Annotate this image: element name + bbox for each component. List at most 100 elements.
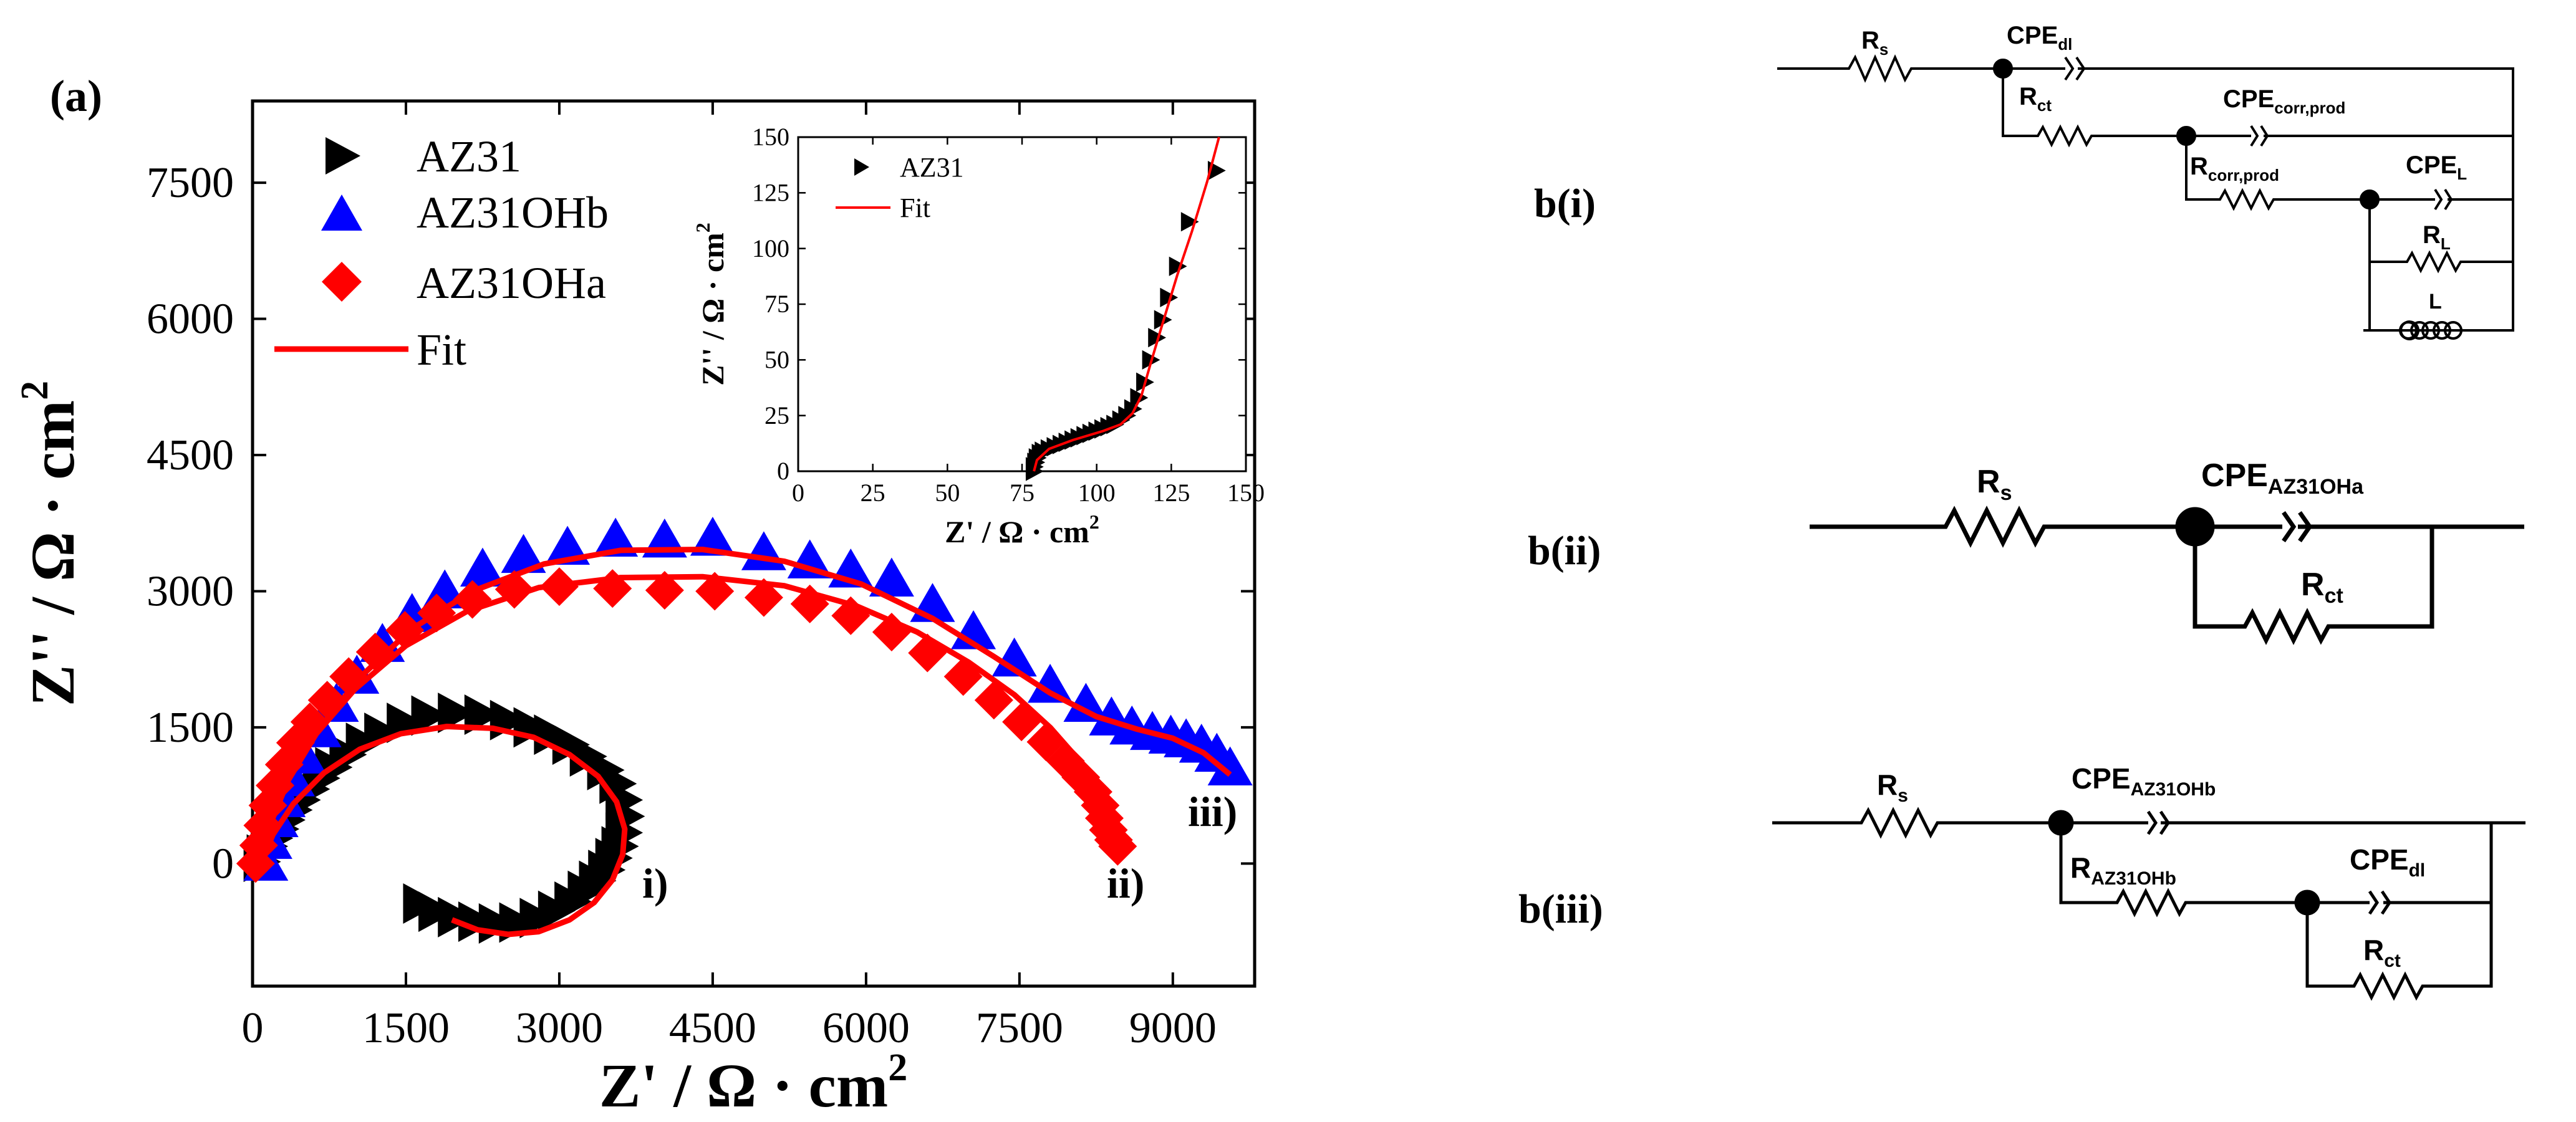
circuit-b-iii: b(iii) — [1518, 807, 2525, 1001]
data-point-az31ohb — [991, 637, 1037, 677]
node-b1-3 — [2360, 189, 2380, 209]
circuit-b-i-labels: Rs CPEdl Rct CPEcorr,prod Rcorr,prod CPE… — [1861, 22, 2467, 314]
resistor-rct-b1 — [2002, 69, 2186, 148]
legend-marker-az31oha — [322, 262, 362, 302]
x-tick-label: 75 — [1010, 479, 1035, 507]
y-tick-label: 0 — [777, 457, 789, 485]
label-l-b1: L — [2429, 290, 2442, 314]
series-line-3 — [258, 724, 628, 937]
y-tick-label: 50 — [765, 346, 789, 374]
cpe-corr-symbol-b1 — [2250, 125, 2269, 147]
legend-label-az31oha: AZ31OHa — [417, 258, 606, 308]
x-tick-label: 25 — [861, 479, 885, 507]
label-rct-b1: Rct — [2019, 83, 2052, 115]
wire-l-branch-b1 — [2368, 199, 2401, 332]
data-point-az31 — [1160, 287, 1179, 307]
node-b1-1 — [1993, 59, 2013, 79]
x-tick-label: 1500 — [362, 1004, 450, 1052]
node-b3-2 — [2294, 889, 2320, 916]
y-tick-label: 1500 — [147, 704, 234, 752]
x-tick-label: 4500 — [669, 1004, 756, 1052]
label-cpe-b2: CPEAZ31OHa — [2201, 458, 2364, 499]
y-tick-label: 75 — [765, 290, 789, 318]
main-ylabel: Z'' / Ω · cm2 — [14, 381, 87, 706]
x-tick-label: 9000 — [1129, 1004, 1217, 1052]
data-point-az31ohb — [1207, 746, 1253, 785]
y-tick-label: 4500 — [147, 431, 234, 479]
inset-legend-label-fit: Fit — [900, 193, 930, 223]
data-point-az31 — [458, 901, 496, 942]
node-b3-1 — [2048, 810, 2074, 836]
label-rct-b3: Rct — [2363, 934, 2401, 971]
series-label-i: i) — [642, 860, 668, 907]
circuit-b-iii-label: b(iii) — [1518, 886, 1603, 932]
main-legend: AZ31 AZ31OHb AZ31OHa Fit — [274, 132, 609, 375]
inset-ylabel: Z'' / Ω · cm2 — [692, 223, 730, 386]
resistor-rs-b2 — [1810, 506, 2195, 548]
circuit-b-i: b(i) — [1534, 54, 2514, 341]
y-tick-label: 0 — [212, 840, 234, 888]
resistor-rs-b3 — [1772, 807, 2061, 839]
data-point-az31ohb — [869, 557, 914, 597]
data-point-az31 — [1180, 212, 1199, 232]
main-axis-ticks: 0 1500 3000 4500 6000 7500 9000015003000450060… — [147, 101, 1255, 1052]
data-point-az31ohb — [787, 539, 832, 578]
x-tick-label: 3000 — [516, 1004, 603, 1052]
circuit-b-iii-labels: Rs CPEAZ31OHb RAZ31OHb CPEdl Rct — [1877, 762, 2425, 971]
inset-axis-ticks: 0 25 50 75 100 125 150 0 25 50 75 100 125 150 — [752, 123, 1265, 507]
series-line-5 — [259, 547, 1232, 865]
x-tick-label: 0 — [792, 479, 804, 507]
data-point-az31ohb — [1063, 683, 1109, 722]
data-point-az31oha — [1098, 827, 1137, 866]
label-rcorr-b1: Rcorr,prod — [2190, 153, 2279, 185]
circuit-b-ii: b(ii) — [1528, 506, 2524, 645]
label-rs-b1: Rs — [1861, 27, 1888, 59]
cpe-symbol-b3 — [2146, 810, 2171, 835]
data-point-az31 — [411, 695, 449, 736]
y-tick-label: 125 — [752, 179, 789, 207]
inductor-l-b1 — [2399, 321, 2463, 340]
cpe-dl-symbol-b3 — [2368, 890, 2392, 915]
series-label-iii: iii) — [1188, 788, 1237, 835]
legend-label-az31ohb: AZ31OHb — [417, 188, 609, 237]
y-tick-label: 100 — [752, 234, 789, 262]
label-rl-b1: RL — [2423, 221, 2451, 253]
label-cpe-dl-b3: CPEdl — [2350, 843, 2425, 881]
x-tick-label: 150 — [1227, 479, 1265, 507]
series-label-ii: ii) — [1107, 860, 1144, 907]
data-point-az31ohb — [1028, 663, 1073, 703]
data-point-az31 — [403, 883, 441, 924]
x-tick-label: 0 — [242, 1004, 264, 1052]
main-series — [236, 516, 1253, 944]
y-tick-label: 7500 — [147, 159, 234, 207]
inset-plot: 0 25 50 75 100 125 150 0 25 50 75 100 125 150 Z' / Ω … — [692, 123, 1265, 549]
x-tick-label: 50 — [935, 479, 960, 507]
label-cpe-b3: CPEAZ31OHb — [2072, 762, 2216, 800]
label-rs-b3: Rs — [1877, 769, 1908, 806]
data-point-az31 — [519, 898, 557, 939]
legend-marker-az31 — [326, 137, 360, 175]
cpe-symbol-b2 — [2282, 511, 2313, 542]
resistor-rct-b3 — [2305, 903, 2493, 1001]
resistor-rl-b1 — [2370, 250, 2513, 274]
panel-a-label: (a) — [50, 71, 102, 121]
data-point-az31 — [438, 693, 476, 734]
main-xlabel: Z' / Ω · cm2 — [599, 1047, 907, 1120]
node-b1-2 — [2176, 126, 2196, 146]
resistor-raz-b3 — [2059, 823, 2307, 918]
legend-label-fit: Fit — [417, 325, 466, 375]
label-rct-b2: Rct — [2301, 567, 2343, 608]
circuit-b-ii-labels: Rs CPEAZ31OHa Rct — [1977, 458, 2364, 608]
data-point-az31ohb — [501, 534, 546, 573]
data-point-az31ohb — [690, 516, 735, 556]
legend-label-az31: AZ31 — [417, 132, 521, 181]
label-raz-b3: RAZ31OHb — [2070, 851, 2176, 889]
x-tick-label: 100 — [1078, 479, 1116, 507]
x-tick-label: 125 — [1152, 479, 1190, 507]
inset-frame — [797, 136, 1247, 472]
circuit-b-ii-label: b(ii) — [1528, 528, 1601, 573]
circuit-b-i-label: b(i) — [1534, 181, 1596, 226]
series-line-4 — [253, 573, 1116, 865]
data-point-az31ohb — [593, 517, 639, 557]
